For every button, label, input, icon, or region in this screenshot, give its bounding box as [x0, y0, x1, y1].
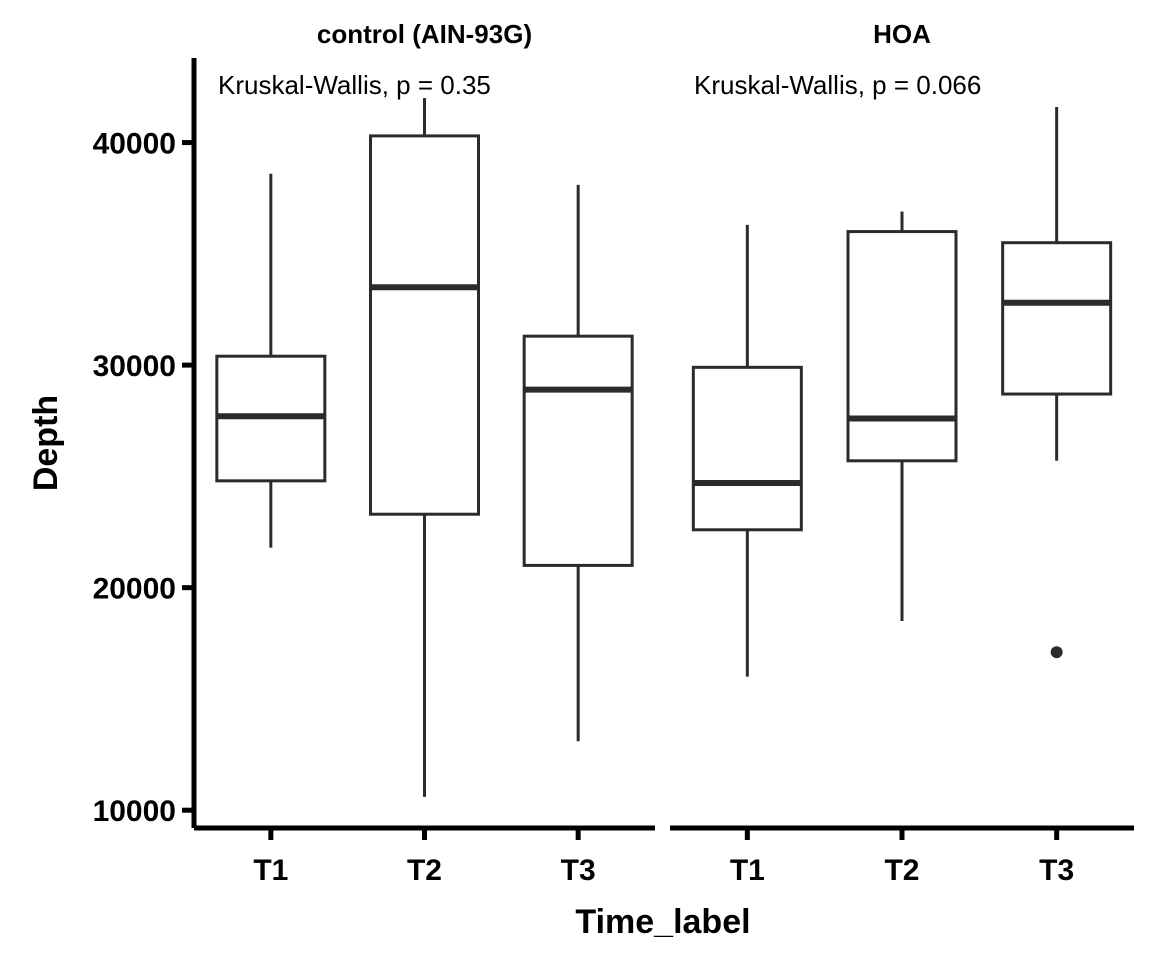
x-tick-label: T3	[561, 854, 596, 887]
box	[846, 230, 958, 463]
y-tick-label: 40000	[93, 128, 176, 161]
outlier-point	[1050, 646, 1063, 659]
x-tick-label: T2	[884, 854, 919, 887]
y-axis: 10000 20000 30000 40000	[93, 58, 197, 828]
box	[691, 365, 803, 532]
facet-panels: control (AIN-93G) Kruskal-Wallis, p = 0.3…	[194, 19, 1134, 887]
x-tick-label: T2	[407, 854, 442, 887]
x-tick-label: T1	[253, 854, 288, 887]
box	[1001, 241, 1113, 396]
stat-annotation: Kruskal-Wallis, p = 0.066	[694, 70, 981, 100]
y-tick-label: 20000	[93, 573, 176, 606]
x-tick-label: T3	[1039, 854, 1074, 887]
y-axis-title: Depth	[27, 395, 65, 491]
box	[522, 334, 634, 567]
box	[369, 134, 480, 516]
y-tick-label: 10000	[93, 795, 176, 828]
facet-panel: control (AIN-93G) Kruskal-Wallis, p = 0.3…	[194, 19, 655, 887]
x-axis-title: Time_label	[575, 903, 750, 941]
stat-annotation: Kruskal-Wallis, p = 0.35	[218, 70, 491, 100]
facet-title: control (AIN-93G)	[317, 19, 532, 49]
x-tick-label: T1	[730, 854, 765, 887]
facet-panel: HOA Kruskal-Wallis, p = 0.066 T1 T2 T3	[670, 19, 1134, 887]
facet-title: HOA	[873, 19, 931, 49]
y-tick-label: 30000	[93, 350, 176, 383]
